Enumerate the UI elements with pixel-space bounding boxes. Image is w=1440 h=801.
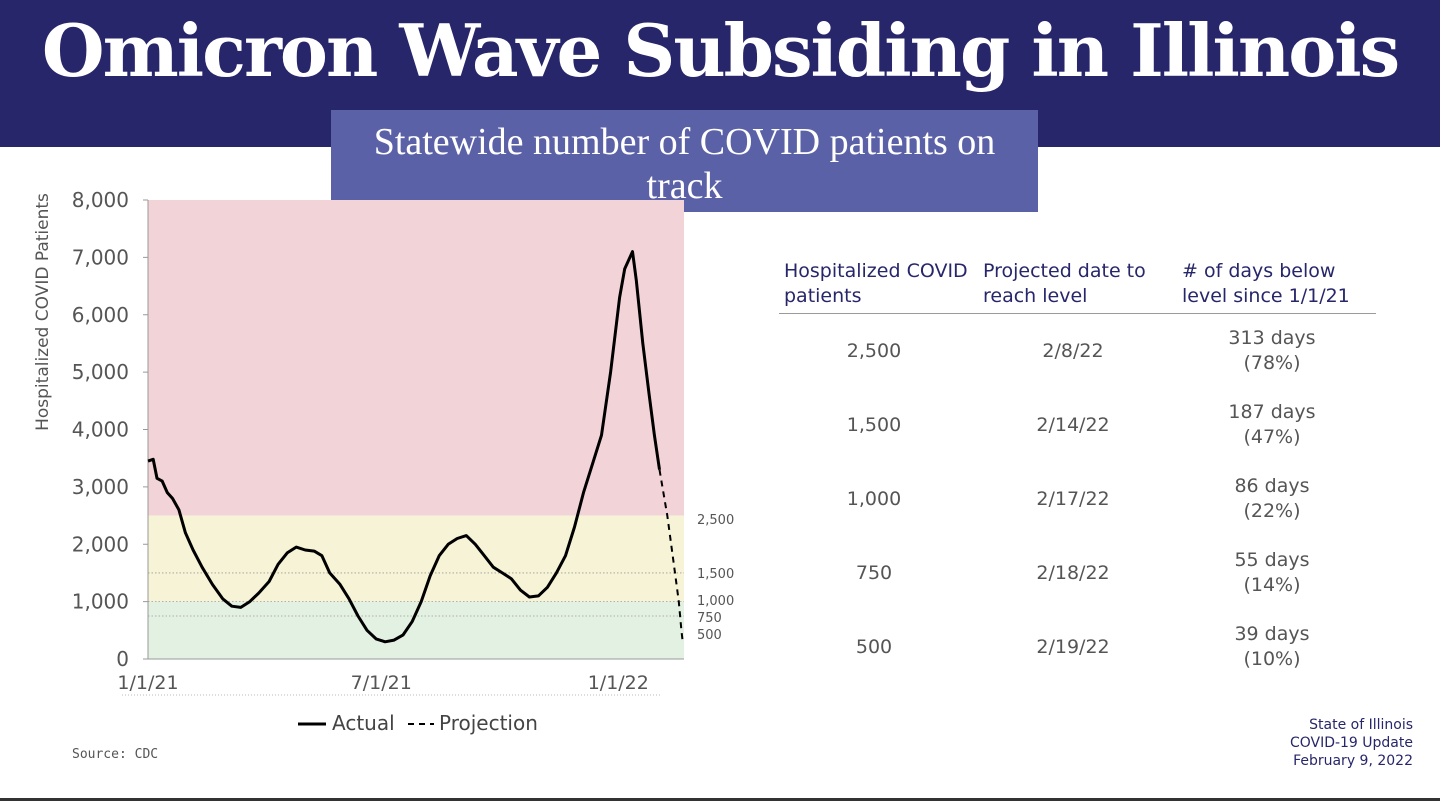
- reference-label: 2,500: [697, 513, 734, 528]
- cell-level: 500: [855, 636, 893, 658]
- y-tick-label: 8,000: [72, 188, 129, 212]
- cell-date: 2/17/22: [1036, 488, 1110, 510]
- cell-days: 39 days (10%): [1177, 622, 1367, 672]
- footer-line-2: COVID-19 Update: [1289, 735, 1413, 751]
- reference-label: 1,500: [697, 567, 734, 582]
- cell-days-count: 313 days: [1228, 327, 1316, 349]
- y-tick-label: 7,000: [72, 245, 129, 269]
- cell-days: 86 days (22%): [1177, 474, 1367, 524]
- footer-line-1: State of Illinois: [1309, 717, 1413, 733]
- reference-label: 750: [697, 611, 722, 626]
- zone-band-0: [148, 200, 684, 516]
- y-axis-label: Hospitalized COVID Patients: [33, 193, 53, 431]
- x-tick-label: 1/1/22: [588, 672, 649, 694]
- y-tick-label: 0: [116, 647, 129, 671]
- cell-days-count: 86 days: [1234, 475, 1310, 497]
- series-line-actual: [147, 250, 661, 644]
- footer-info: State of Illinois COVID-19 Update Februa…: [1290, 716, 1413, 770]
- y-tick-label: 2,000: [72, 532, 129, 556]
- y-tick-label: 6,000: [72, 303, 129, 327]
- table-row: 2,500 2/8/22 313 days (78%): [779, 314, 1376, 388]
- cell-days: 55 days (14%): [1177, 548, 1367, 598]
- projection-table: Hospitalized COVID patients Projected da…: [779, 256, 1376, 684]
- cell-days-percent: (78%): [1243, 352, 1301, 374]
- cell-date: 2/8/22: [1042, 340, 1104, 362]
- table-row: 1,500 2/14/22 187 days (47%): [779, 388, 1376, 462]
- cell-days-count: 39 days: [1234, 623, 1310, 645]
- y-tick-label: 4,000: [72, 418, 129, 442]
- y-tick-label: 5,000: [72, 360, 129, 384]
- cell-days-percent: (22%): [1243, 500, 1301, 522]
- table-header: Hospitalized COVID patients Projected da…: [779, 256, 1376, 314]
- cell-date: 2/14/22: [1036, 414, 1110, 436]
- cell-days-count: 55 days: [1234, 549, 1310, 571]
- header-cell-date: Projected date to reach level: [983, 260, 1146, 307]
- cell-days: 313 days (78%): [1177, 326, 1367, 376]
- x-tick-label: 7/1/21: [351, 672, 412, 694]
- bottom-border: [0, 798, 1440, 801]
- cell-days: 187 days (47%): [1177, 400, 1367, 450]
- table-row: 750 2/18/22 55 days (14%): [779, 536, 1376, 610]
- cell-days-percent: (47%): [1243, 426, 1301, 448]
- cell-level: 1,000: [846, 488, 902, 510]
- cell-days-count: 187 days: [1228, 401, 1316, 423]
- source-note: Source: CDC: [72, 747, 159, 762]
- legend-actual-label: Actual: [332, 711, 395, 735]
- cell-days-percent: (10%): [1243, 648, 1301, 670]
- subtitle-line-1: Statewide number of COVID patients on tr…: [373, 121, 996, 207]
- table-row: 500 2/19/22 39 days (10%): [779, 610, 1376, 684]
- cell-level: 750: [855, 562, 893, 584]
- subtitle-box: Statewide number of COVID patients on tr…: [331, 110, 1038, 251]
- header-cell-days: # of days below level since 1/1/21: [1182, 260, 1350, 307]
- hospitalizations-chart: 2,500 1,500 1,000 750 500 0 1,000 2,000 3,000 4,0…: [33, 188, 734, 696]
- cell-date: 2/18/22: [1036, 562, 1110, 584]
- x-tick-label: 1/1/21: [117, 672, 178, 694]
- reference-label: 500: [697, 628, 722, 643]
- cell-days-percent: (14%): [1243, 574, 1301, 596]
- footer-line-3: February 9, 2022: [1293, 753, 1413, 769]
- series-line-projection: [658, 469, 684, 642]
- y-tick-label: 1,000: [72, 590, 129, 614]
- legend-actual-swatch: [298, 722, 326, 726]
- cell-level: 2,500: [846, 340, 902, 362]
- y-tick-label: 3,000: [72, 475, 129, 499]
- legend-projection-swatch: [408, 723, 434, 725]
- cell-date: 2/19/22: [1036, 636, 1110, 658]
- page-title: Omicron Wave Subsiding in Illinois: [41, 8, 1400, 93]
- table-body: 2,500 2/8/22 313 days (78%) 1,500 2/14/22 187 …: [779, 314, 1376, 684]
- reference-label: 1,000: [697, 594, 734, 609]
- cell-level: 1,500: [846, 414, 902, 436]
- table-row: 1,000 2/17/22 86 days (22%): [779, 462, 1376, 536]
- header-cell-level: Hospitalized COVID patients: [784, 260, 968, 307]
- legend-projection-label: Projection: [439, 711, 538, 735]
- zone-band-1: [148, 515, 684, 602]
